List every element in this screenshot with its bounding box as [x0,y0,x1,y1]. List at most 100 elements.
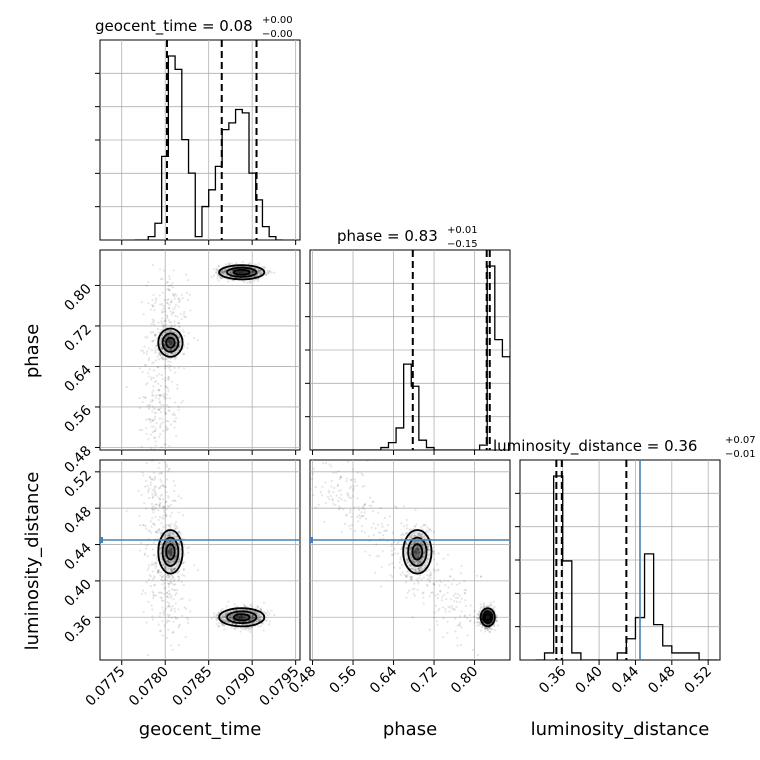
contour-level [232,268,251,276]
sample-point [230,271,233,274]
sample-point [154,349,157,352]
sample-point [170,380,173,383]
sample-point [167,540,170,543]
x-tick-label: 0.72 [408,664,441,697]
sample-point [158,435,161,438]
sample-point [182,567,185,571]
sample-point [414,569,417,572]
sample-point [230,262,233,265]
sample-point [149,481,152,484]
sample-point [182,352,185,356]
sample-point [167,348,170,352]
sample-point [239,616,242,619]
sample-point [169,321,173,324]
sample-point [168,467,171,470]
contour-level [226,266,258,278]
sample-point [437,552,440,555]
sample-point [168,604,171,608]
sample-point [261,271,264,274]
sample-point [169,343,172,346]
sample-point [171,547,174,550]
sample-point [169,338,172,341]
sample-point [424,523,427,527]
sample-point [170,554,173,558]
sample-point [414,555,418,558]
sample-point [154,566,157,570]
sample-point [487,604,490,607]
sample-point [167,553,170,556]
sample-point [181,297,184,300]
sample-point [153,429,156,432]
sample-point [166,387,170,390]
sample-point [167,582,170,585]
sample-point [172,560,175,563]
sample-point [237,271,240,274]
sample-point [427,542,430,546]
x-tick-label: 0.0775 [83,664,129,710]
sample-point [399,573,402,576]
sample-point [240,614,243,617]
x-tick-label: 0.80 [448,664,481,697]
sample-point [486,614,489,617]
sample-point [143,502,146,505]
sample-point [479,622,482,626]
sample-point [241,260,244,264]
sample-point [178,557,181,561]
sample-point [178,346,182,349]
sample-point [168,338,172,341]
sample-point [164,526,167,529]
sample-point [169,342,172,346]
sample-point [417,554,420,557]
sample-point [262,610,265,614]
sample-point [224,272,227,276]
sample-point [164,536,167,539]
sample-point [163,340,166,343]
sample-point [140,592,143,596]
sample-point [487,615,490,618]
sample-point [149,584,153,588]
x-tick-label: 0.56 [327,663,360,696]
sample-point [156,531,159,534]
sample-point [197,339,200,342]
sample-point [147,280,150,284]
sample-point [252,270,256,273]
sample-point [170,547,173,550]
density-blob [161,332,179,353]
sample-point [260,609,263,612]
sample-point [415,546,418,549]
sample-point [256,614,259,617]
sample-point [171,574,174,577]
sample-point [167,348,170,351]
sample-point [169,341,172,345]
sample-point [168,580,171,583]
sample-point [166,531,169,534]
sample-point [421,536,424,539]
x-tick-label: 0.0780 [126,664,172,710]
sample-point [158,294,161,297]
sample-point [168,593,171,596]
sample-point [163,320,166,323]
sample-point [167,560,170,563]
sample-point [419,551,422,554]
sample-point [166,302,169,305]
sample-point [173,559,176,562]
sample-point [157,466,160,470]
sample-point [156,571,159,574]
sample-point [163,298,166,302]
sample-point [163,505,166,508]
sample-point [245,616,248,619]
sample-point [234,619,237,623]
sample-point [154,351,157,354]
sample-point [161,563,164,567]
sample-point [163,307,166,310]
sample-point [163,344,166,347]
sample-point [160,347,163,350]
sample-point [153,594,156,597]
sample-point [404,542,408,545]
sample-point [168,524,171,528]
sample-point [169,329,173,332]
sample-point [235,262,238,265]
sample-point [418,547,422,550]
sample-point [404,542,407,545]
sample-point [165,397,168,400]
